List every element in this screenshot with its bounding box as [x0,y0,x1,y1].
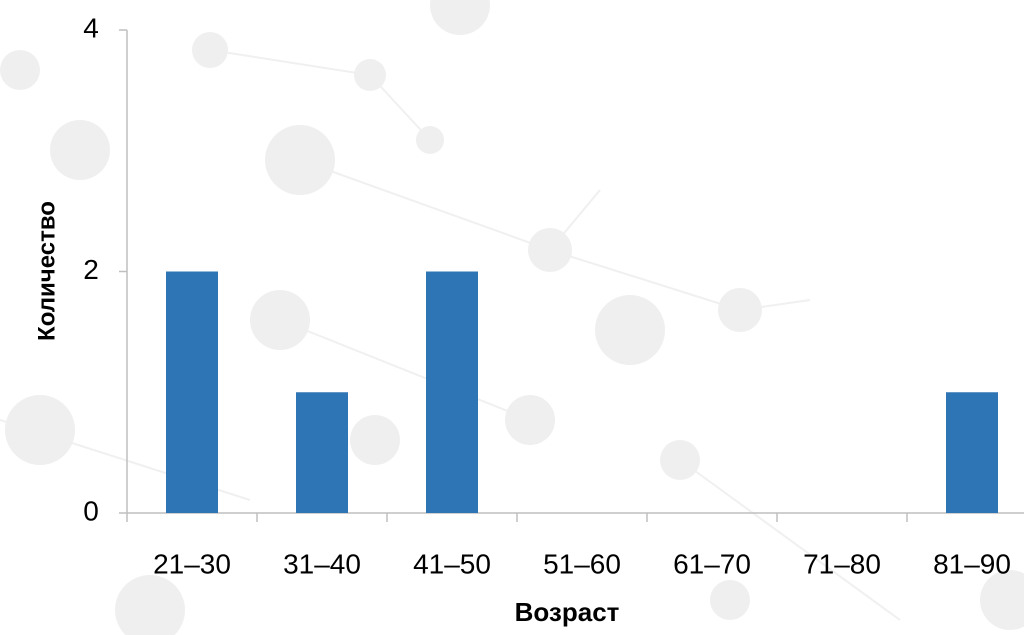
x-tick-label: 41–50 [413,548,491,579]
x-tick-label: 81–90 [933,548,1011,579]
x-tick-label: 61–70 [673,548,751,579]
x-tick-label: 31–40 [283,548,361,579]
bar [426,272,478,514]
y-tick-label: 4 [83,12,99,43]
background-pattern [0,0,1024,635]
bar [296,392,348,513]
y-tick-label: 0 [83,495,99,526]
x-tick-label: 51–60 [543,548,621,579]
y-axis-title: Количество [33,201,60,341]
chart: Количество Возраст 0 2 4 21–30 31–40 41–50 51–… [0,0,1024,635]
x-axis-title: Возраст [515,597,620,627]
x-tick-label: 21–30 [153,548,231,579]
x-tick-label: 71–80 [803,548,881,579]
bar [166,272,218,514]
y-tick-label: 2 [83,254,99,285]
bar [946,392,998,513]
